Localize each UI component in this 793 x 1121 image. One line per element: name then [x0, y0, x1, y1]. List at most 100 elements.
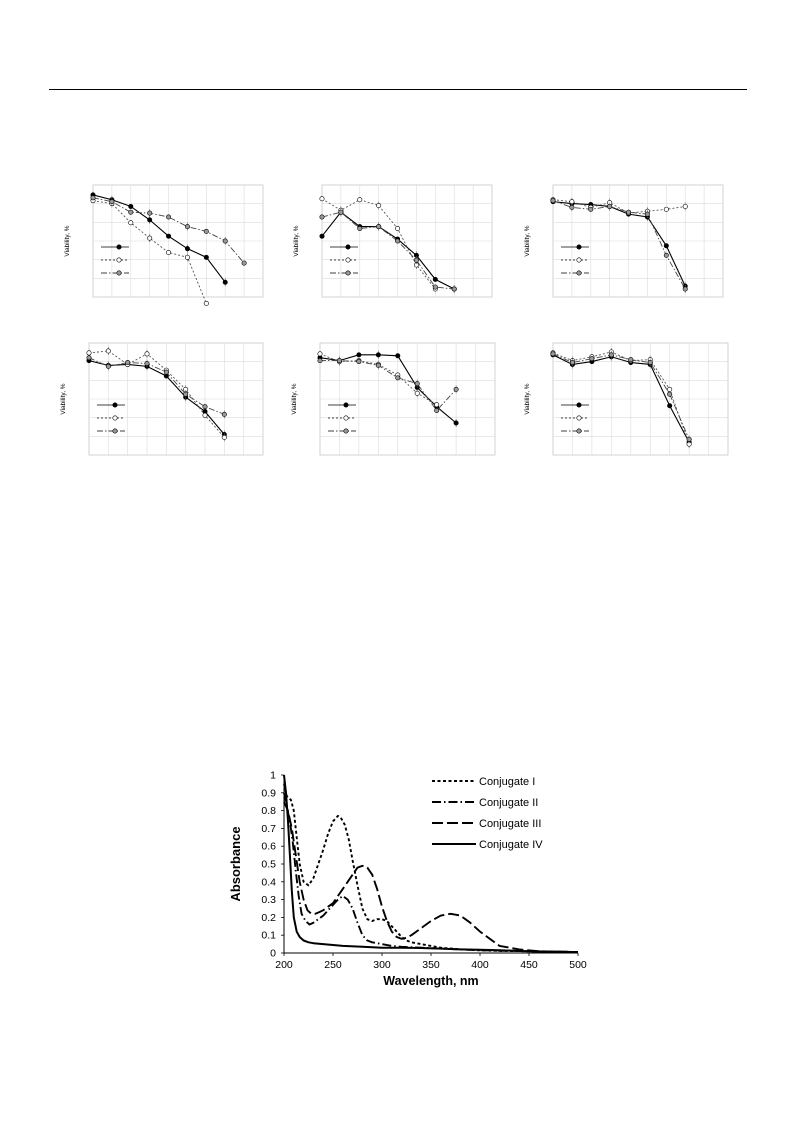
- y-tick-label: 1: [270, 770, 276, 782]
- panel-data-point: [128, 203, 134, 209]
- viability-panel-1: Viability, %: [64, 184, 264, 306]
- panel-data-point: [395, 353, 401, 359]
- panel-data-point: [147, 217, 153, 223]
- panel-data-point: [395, 226, 401, 232]
- panel-legend-marker: [576, 244, 582, 250]
- absorbance-spectrum-chart: 0 0.1 0.2 0.3 0.4 0.5 0.6 0.7 0.8 0.9 1 200 250 300 35…: [228, 770, 587, 989]
- panel-data-point: [453, 386, 459, 392]
- panel-data-point: [395, 238, 401, 244]
- panel-series-line: [552, 351, 690, 445]
- panel-data-point: [319, 233, 325, 239]
- panel-data-point: [222, 238, 228, 244]
- panel-data-point: [184, 254, 190, 260]
- panel-data-point: [222, 279, 228, 285]
- panel-series-line: [320, 360, 457, 412]
- panel-data-point: [375, 362, 381, 368]
- panel-legend-marker: [116, 270, 122, 276]
- panel-data-point: [569, 204, 575, 210]
- panel-ylabel: Viability, %: [524, 383, 531, 414]
- panel-data-point: [451, 286, 457, 292]
- panel-data-point: [105, 363, 111, 369]
- panel-data-point: [375, 352, 381, 358]
- y-axis-title: Absorbance: [228, 826, 243, 901]
- panel-series-line: [319, 354, 457, 424]
- panel-series-line: [552, 353, 690, 440]
- viability-panel-2: Viability, %: [293, 184, 493, 298]
- panel-data-point: [686, 436, 692, 442]
- panel-data-point: [608, 352, 614, 358]
- panel-data-point: [184, 224, 190, 230]
- panel-data-point: [203, 228, 209, 234]
- panel-data-point: [319, 214, 325, 220]
- x-tick-label: 250: [324, 959, 342, 971]
- panel-data-point: [569, 199, 575, 205]
- y-tick-label: 0.3: [261, 894, 276, 906]
- panel-data-point: [682, 203, 688, 209]
- panel-data-point: [317, 358, 323, 364]
- panel-data-point: [356, 359, 362, 365]
- panel-data-point: [395, 375, 401, 381]
- panel-data-point: [203, 300, 209, 306]
- panel-data-point: [667, 391, 673, 397]
- panel-data-point: [144, 351, 150, 357]
- panel-legend-marker: [576, 428, 582, 434]
- y-tick-label: 0.1: [261, 930, 276, 942]
- panel-data-point: [414, 381, 420, 387]
- panel-data-point: [376, 224, 382, 230]
- panel-ylabel: Viability, %: [64, 225, 71, 256]
- panel-legend-marker: [343, 402, 349, 408]
- panel-data-point: [434, 408, 440, 414]
- series-line-conjugate-4: [283, 774, 579, 954]
- legend-label: Conjugate I: [479, 776, 535, 788]
- panel-data-point: [221, 434, 227, 440]
- panel-legend-marker: [576, 270, 582, 276]
- x-tick-label: 200: [275, 959, 293, 971]
- panel-legend-marker: [112, 402, 118, 408]
- series-line-conjugate-3: [283, 801, 579, 954]
- panel-data-point: [647, 360, 653, 366]
- panel-data-point: [663, 243, 669, 249]
- legend-label: Conjugate II: [479, 797, 538, 809]
- panel-data-point: [628, 357, 634, 363]
- panel-data-point: [357, 226, 363, 232]
- panel-series-line: [552, 201, 686, 287]
- panel-data-point: [241, 260, 247, 266]
- panel-legend-marker: [576, 402, 582, 408]
- series-line-conjugate-2: [283, 792, 579, 954]
- panel-legend-marker: [112, 415, 118, 421]
- y-tick-label: 0.8: [261, 805, 276, 817]
- panel-data-point: [432, 276, 438, 282]
- panel-series-line: [552, 199, 686, 214]
- panel-series-line: [88, 360, 225, 435]
- panel-data-point: [183, 391, 189, 397]
- panel-series-line: [92, 197, 245, 264]
- panel-data-point: [589, 356, 595, 362]
- y-tick-label: 0.7: [261, 823, 276, 835]
- panel-legend-marker: [116, 257, 122, 263]
- panel-legend-marker: [116, 244, 122, 250]
- panel-data-point: [357, 197, 363, 203]
- panel-legend-marker: [112, 428, 118, 434]
- panel-data-point: [86, 350, 92, 356]
- panel-data-point: [667, 386, 673, 392]
- panel-data-point: [413, 257, 419, 263]
- panel-data-point: [166, 250, 172, 256]
- panel-data-point: [644, 211, 650, 217]
- panel-data-point: [376, 202, 382, 208]
- legend-label: Conjugate IV: [479, 839, 543, 851]
- panel-data-point: [184, 246, 190, 252]
- viability-panel-5: Viability, %: [291, 342, 496, 456]
- y-tick-label: 0.6: [261, 841, 276, 853]
- y-tick-label: 0.5: [261, 859, 276, 871]
- panel-data-point: [588, 206, 594, 212]
- panel-data-point: [663, 206, 669, 212]
- panel-series-line: [92, 194, 226, 283]
- panel-data-point: [125, 360, 131, 366]
- panel-data-point: [336, 358, 342, 364]
- x-tick-label: 300: [373, 959, 391, 971]
- y-tick-label: 0.2: [261, 912, 276, 924]
- panel-data-point: [202, 412, 208, 418]
- panel-data-point: [166, 214, 172, 220]
- x-tick-label: 400: [471, 959, 489, 971]
- panel-series-line: [552, 200, 686, 290]
